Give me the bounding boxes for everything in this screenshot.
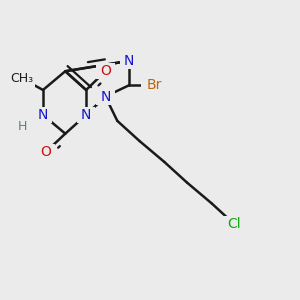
Text: N: N (124, 54, 134, 68)
Text: O: O (100, 64, 111, 78)
FancyBboxPatch shape (223, 215, 245, 232)
Text: Cl: Cl (227, 217, 241, 231)
FancyBboxPatch shape (96, 63, 115, 80)
FancyBboxPatch shape (77, 107, 95, 123)
FancyBboxPatch shape (34, 107, 52, 123)
FancyBboxPatch shape (96, 88, 115, 105)
Text: N: N (81, 108, 91, 122)
Text: Br: Br (147, 78, 162, 92)
Text: N: N (100, 89, 111, 103)
FancyBboxPatch shape (120, 53, 138, 69)
FancyBboxPatch shape (10, 70, 35, 87)
FancyBboxPatch shape (36, 144, 55, 160)
Text: CH₃: CH₃ (11, 72, 34, 85)
FancyBboxPatch shape (141, 77, 168, 93)
FancyBboxPatch shape (15, 119, 30, 134)
Text: O: O (40, 146, 51, 159)
Text: N: N (38, 108, 48, 122)
Text: H: H (17, 120, 27, 133)
